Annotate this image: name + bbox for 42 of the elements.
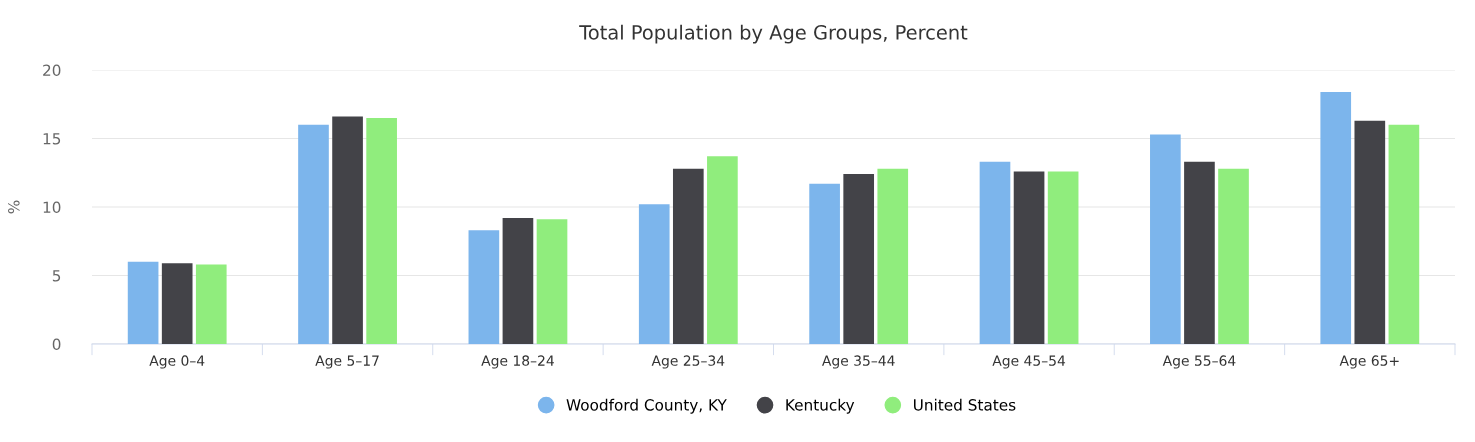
bar bbox=[672, 168, 704, 344]
bar bbox=[298, 124, 329, 344]
x-tick-label: Age 55–64 bbox=[1162, 355, 1236, 369]
bar bbox=[1320, 91, 1352, 344]
bar bbox=[366, 117, 397, 344]
legend-label: Kentucky bbox=[786, 398, 855, 414]
x-tick-label: Age 65+ bbox=[1339, 355, 1399, 369]
bar bbox=[195, 264, 227, 344]
y-tick-label: 0 bbox=[52, 338, 61, 351]
bar bbox=[1354, 120, 1386, 344]
bar bbox=[638, 204, 670, 344]
y-tick-label: 5 bbox=[52, 270, 61, 282]
y-axis-title: % bbox=[8, 200, 20, 214]
bar bbox=[161, 263, 193, 344]
bar bbox=[1150, 134, 1181, 344]
x-tick-label: Age 0–4 bbox=[149, 355, 205, 369]
x-tick-label: Age 25–34 bbox=[651, 355, 725, 369]
bar bbox=[536, 219, 568, 344]
y-tick-label: 20 bbox=[43, 64, 61, 77]
chart-title: Total Population by Age Groups, Percent bbox=[579, 24, 968, 44]
y-tick-label: 15 bbox=[43, 133, 61, 145]
legend-label: Woodford County, KY bbox=[566, 398, 727, 414]
bar bbox=[127, 261, 159, 344]
bar bbox=[877, 168, 909, 344]
y-tick-label: 10 bbox=[43, 201, 61, 214]
x-tick-label: Age 5–17 bbox=[315, 355, 379, 369]
bar bbox=[1013, 171, 1045, 344]
bar bbox=[1184, 161, 1215, 344]
bar bbox=[332, 116, 363, 344]
x-tick-label: Age 35–44 bbox=[822, 355, 895, 369]
legend-label: United States bbox=[914, 398, 1016, 411]
bar bbox=[809, 183, 840, 344]
x-tick-label: Age 18–24 bbox=[481, 355, 554, 369]
bar bbox=[468, 230, 500, 344]
bar bbox=[1047, 171, 1079, 344]
bar bbox=[843, 174, 875, 344]
bar bbox=[1388, 124, 1420, 344]
x-tick-label: Age 45–54 bbox=[992, 355, 1066, 369]
bar bbox=[502, 217, 534, 344]
bar bbox=[979, 161, 1011, 344]
bar bbox=[707, 156, 738, 344]
bar bbox=[1218, 168, 1249, 344]
